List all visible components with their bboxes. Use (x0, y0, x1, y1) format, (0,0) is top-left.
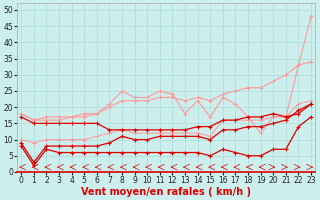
X-axis label: Vent moyen/en rafales ( km/h ): Vent moyen/en rafales ( km/h ) (81, 187, 251, 197)
